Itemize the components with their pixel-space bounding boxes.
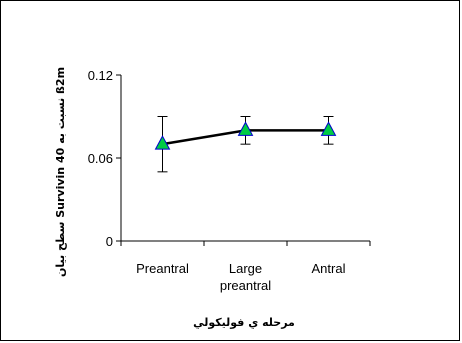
- y-ticks: 0 0.06 0.12: [88, 68, 121, 249]
- x-tick-label: Preantral: [136, 261, 189, 276]
- y-axis-label: سطح بيان Survivin 40 نسبت به ß2m: [54, 67, 67, 277]
- chart-axes: [120, 75, 370, 242]
- y-tick-label: 0.06: [88, 151, 113, 166]
- x-axis-label: مرحله ي فوليكولي: [193, 316, 295, 329]
- data-point-marker: [154, 135, 171, 150]
- x-tick-label: Large preantral: [220, 261, 271, 293]
- x-ticks: Preantral Large preantral Antral: [120, 241, 371, 293]
- y-tick-label: 0.12: [88, 68, 113, 83]
- series-group: [154, 116, 337, 173]
- y-tick-label: 0: [106, 234, 113, 249]
- x-tick-label: Antral: [312, 261, 346, 276]
- data-point-marker: [320, 121, 337, 136]
- data-point-marker: [237, 121, 254, 136]
